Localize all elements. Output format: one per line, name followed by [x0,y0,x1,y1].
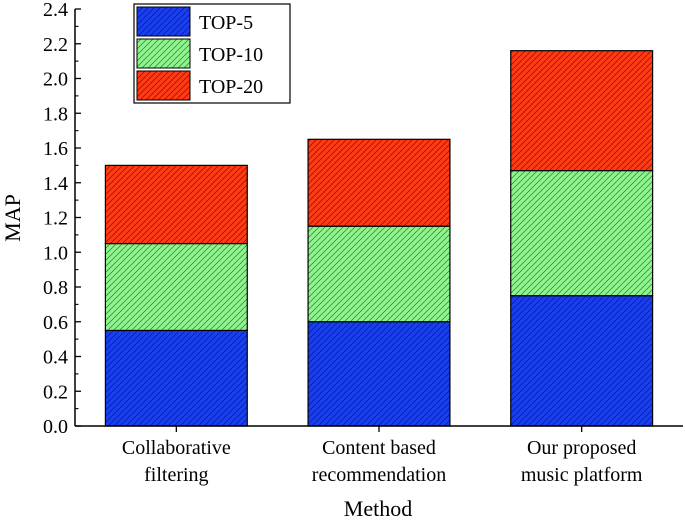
y-tick-label: 0.4 [43,347,68,369]
y-tick-label: 1.0 [43,242,68,264]
y-axis-label: MAP [0,194,25,242]
legend: TOP-5 TOP-10 TOP-20 [133,3,291,104]
y-tick-label: 1.6 [43,138,68,160]
legend-label: TOP-20 [199,76,263,98]
y-tick-label: 1.2 [43,208,68,230]
bar-hatch-overlay [307,138,451,227]
y-tick-label: 0.6 [43,312,68,334]
y-tick-label: 0.2 [43,381,68,403]
bar-hatch-overlay [104,329,248,427]
y-tick-label: 0.8 [43,277,68,299]
x-tick-label: Content based [322,437,436,459]
x-tick-label: Collaborative [122,437,231,459]
y-tick-label: 2.2 [43,34,68,56]
axes-layer: 0.0 0.2 0.4 0.6 0.8 1.0 1.2 1.4 1.6 1.8 2.0 2.2 2.4 C… [43,0,683,486]
bar-hatch-overlay [307,225,451,323]
bar-hatch-overlay [104,164,248,245]
legend-label: TOP-5 [199,12,253,34]
y-tick-label: 1.8 [43,103,68,125]
x-tick-label: music platform [521,464,643,486]
legend-swatch-hatch [136,70,191,101]
x-tick-label: Our proposed [527,437,636,459]
x-tick-label: recommendation [312,464,446,486]
legend-swatch-hatch [136,6,191,37]
bar-hatch-overlay [510,295,654,427]
y-tick-label: 2.0 [43,69,68,91]
y-tick-label: 0.0 [43,416,68,438]
bar-hatch-overlay [510,169,654,297]
bar-hatch-overlay [510,50,654,172]
y-tick-label: 1.4 [43,173,68,195]
bars-layer [104,50,654,427]
y-tick-label: 2.4 [43,0,68,21]
legend-label: TOP-10 [199,44,263,66]
bar-hatch-overlay [104,242,248,332]
x-axis-label: Method [344,496,412,521]
legend-swatch-hatch [136,38,191,69]
bar-hatch-overlay [307,321,451,427]
x-tick-label: filtering [144,464,208,486]
